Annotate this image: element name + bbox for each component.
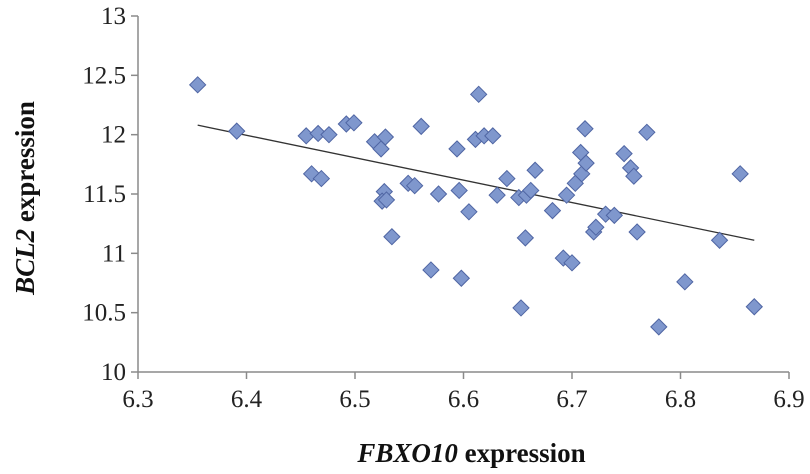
y-tick-label: 12	[101, 122, 126, 149]
data-point	[345, 114, 363, 132]
data-point	[650, 318, 668, 336]
data-point	[429, 185, 448, 203]
data-point	[557, 186, 576, 204]
y-axis-title: BCL2 expression	[10, 101, 40, 296]
y-tick-label: 11.5	[83, 181, 126, 208]
x-tick-label: 6.4	[231, 386, 263, 413]
y-tick-label: 10.5	[82, 300, 126, 327]
trendline	[197, 124, 755, 241]
y-tick-label: 13	[101, 3, 126, 30]
data-point	[587, 218, 605, 236]
axes-layer	[131, 15, 790, 379]
data-point	[710, 231, 729, 249]
data-point	[731, 165, 749, 183]
data-point	[377, 191, 396, 209]
data-point	[526, 161, 544, 179]
data-point	[745, 298, 763, 316]
y-axis-title-suffix: expression	[10, 101, 40, 229]
y-tick-label: 10	[101, 359, 126, 386]
data-point	[376, 128, 395, 146]
data-point	[516, 229, 535, 247]
x-tick-label: 6.9	[773, 386, 804, 413]
data-point	[605, 206, 624, 225]
data-point	[469, 85, 488, 104]
data-point	[450, 181, 468, 200]
data-point	[297, 127, 315, 145]
x-tick-label: 6.6	[448, 386, 479, 413]
y-tick-label: 11	[102, 240, 126, 267]
data-point	[576, 120, 594, 138]
data-point	[422, 261, 440, 279]
x-axis-gene-name: FBXO10	[356, 438, 458, 468]
data-point	[488, 186, 506, 204]
data-point	[320, 125, 338, 144]
data-point	[309, 124, 327, 143]
data-points-layer	[188, 76, 763, 336]
data-point	[638, 123, 656, 142]
x-tick-label: 6.7	[556, 386, 587, 413]
x-tick-label: 6.8	[665, 386, 696, 413]
data-point	[405, 176, 424, 195]
data-point	[498, 169, 516, 188]
data-point	[412, 117, 430, 136]
data-point	[448, 140, 466, 158]
data-point	[563, 254, 581, 272]
data-point	[188, 76, 207, 94]
data-point	[543, 201, 562, 220]
data-point	[522, 181, 540, 200]
data-point	[628, 223, 646, 241]
tick-labels-layer: 10 10.5 11 11.5 12 12.5 13 6.3 6.4 6.5 6.6 6.7 6.8 6.…	[82, 3, 804, 413]
x-tick-label: 6.3	[122, 386, 153, 413]
data-point	[577, 154, 595, 172]
data-point	[312, 169, 331, 188]
y-tick-label: 12.5	[82, 62, 126, 89]
data-point	[484, 127, 502, 145]
x-axis-title-suffix: expression	[458, 438, 586, 468]
data-point	[452, 269, 471, 287]
data-point	[625, 167, 643, 185]
data-point	[228, 122, 246, 140]
data-point	[615, 144, 633, 163]
data-point	[512, 299, 530, 317]
x-axis-title: FBXO10 expression	[356, 438, 585, 468]
y-axis-gene-name: BCL2	[10, 229, 40, 296]
x-tick-label: 6.5	[339, 386, 370, 413]
trendline-layer	[197, 124, 755, 241]
data-point	[460, 203, 478, 221]
data-point	[383, 228, 401, 246]
data-point	[676, 273, 694, 291]
